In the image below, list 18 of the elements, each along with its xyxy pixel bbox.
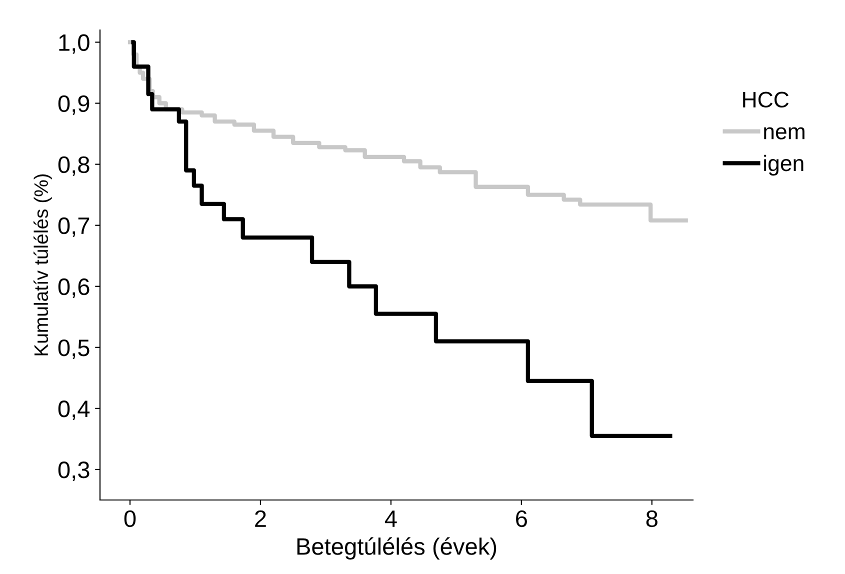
- y-axis-title: Kumulatív túlélés (%): [34, 174, 52, 356]
- x-axis-title: Betegtúlélés (évek): [297, 537, 496, 560]
- x-tick-label: 4: [384, 510, 397, 527]
- legend-label: nem: [764, 127, 804, 140]
- y-tick-label: 0,4: [58, 400, 90, 420]
- y-tick-label: 0,9: [58, 95, 90, 115]
- legend-label: igen: [764, 154, 804, 176]
- y-tick-label: 0,6: [58, 278, 90, 298]
- x-tick-label: 0: [124, 510, 136, 528]
- x-tick-label: 2: [255, 510, 266, 527]
- x-tick-label: 8: [646, 510, 658, 528]
- y-tick-label: 0,3: [58, 462, 90, 482]
- x-tick-label: 6: [516, 510, 527, 528]
- y-tick-label: 0,5: [58, 339, 90, 359]
- y-tick-label: 0,8: [58, 156, 90, 176]
- legend-title: HCC: [743, 92, 789, 108]
- y-tick-label: 1,0: [59, 34, 90, 54]
- y-tick-label: 0,7: [58, 217, 90, 237]
